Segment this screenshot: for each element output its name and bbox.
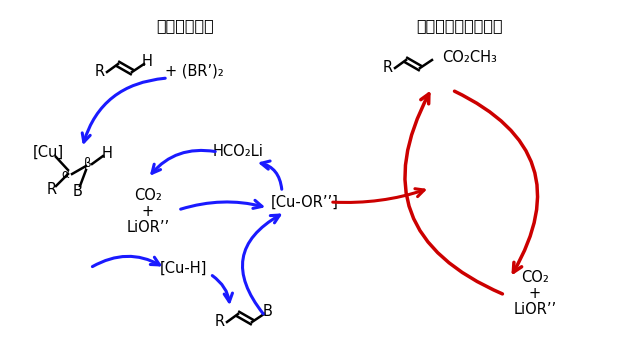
Text: R: R	[47, 183, 57, 197]
Text: R: R	[215, 314, 225, 330]
Text: CO₂: CO₂	[521, 270, 549, 286]
Text: +: +	[142, 204, 154, 220]
Text: α: α	[61, 167, 69, 180]
Text: β: β	[84, 158, 92, 171]
Text: + (BR’)₂: + (BR’)₂	[165, 64, 224, 78]
Text: CO₂CH₃: CO₂CH₃	[442, 50, 497, 65]
Text: H: H	[102, 146, 112, 160]
Text: R: R	[383, 61, 393, 76]
Text: H: H	[141, 54, 153, 69]
Text: B: B	[263, 305, 273, 319]
Text: CO₂: CO₂	[134, 188, 162, 204]
Text: ホウ素化反応: ホウ素化反応	[156, 18, 214, 33]
Text: +: +	[529, 286, 541, 302]
Text: R: R	[95, 65, 105, 79]
Text: HCO₂Li: HCO₂Li	[213, 144, 264, 159]
Text: [Cu-OR’’]: [Cu-OR’’]	[271, 195, 339, 209]
Text: [Cu-H]: [Cu-H]	[159, 261, 206, 276]
Text: カルボキシル化反応: カルボキシル化反応	[417, 18, 503, 33]
Text: [Cu]: [Cu]	[32, 144, 64, 159]
Text: LiOR’’: LiOR’’	[126, 220, 169, 236]
Text: LiOR’’: LiOR’’	[513, 302, 557, 318]
Text: B: B	[73, 184, 83, 200]
